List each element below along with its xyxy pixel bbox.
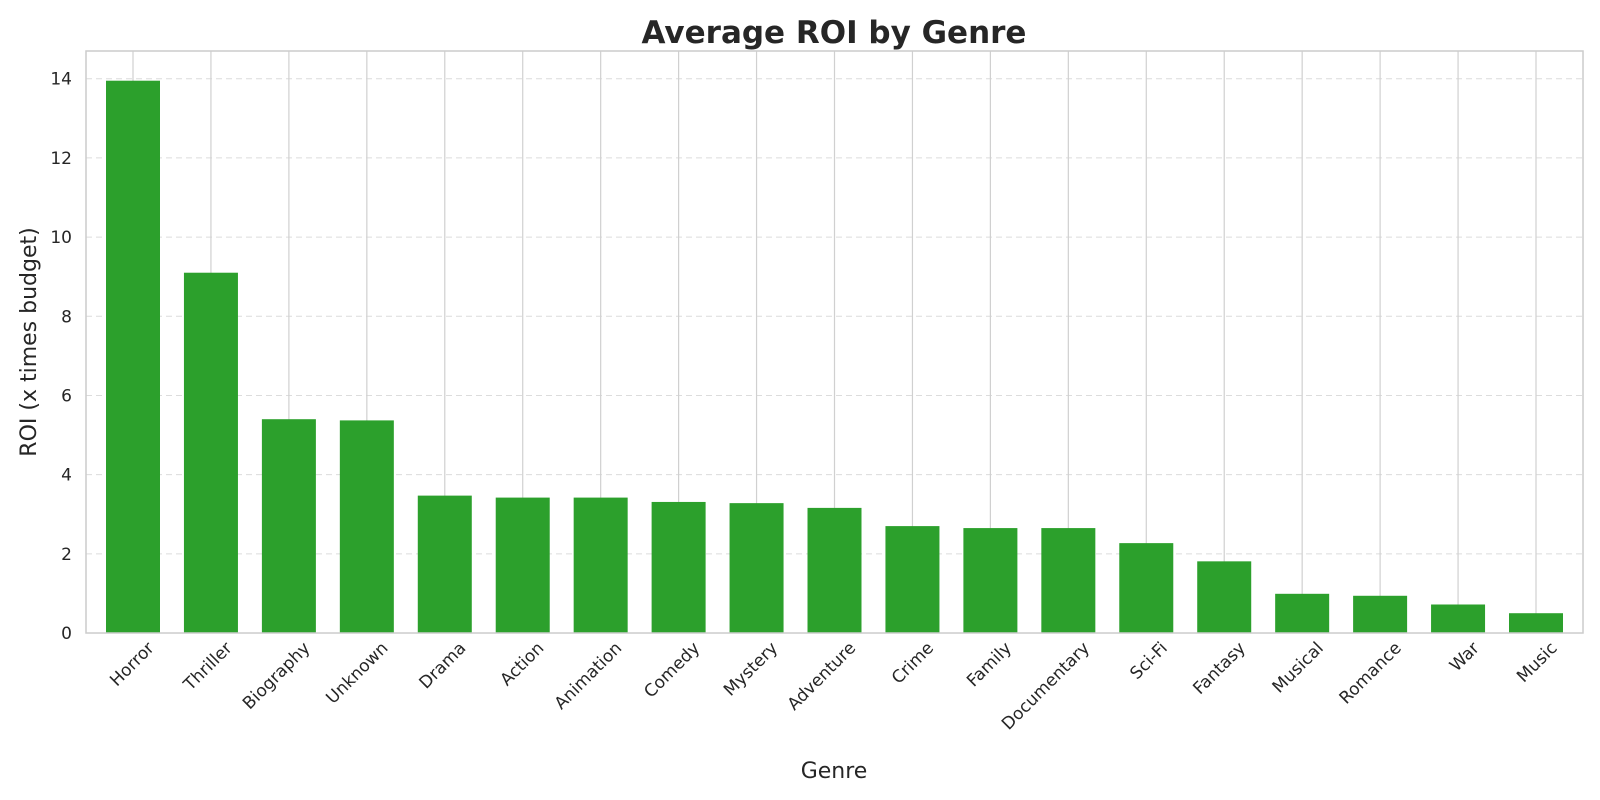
bar-war <box>1431 604 1486 633</box>
x-tick-label: Sci-Fi <box>1126 638 1171 683</box>
x-tick-label: Biography <box>239 638 314 713</box>
bar-action <box>495 497 550 633</box>
y-tick-label: 6 <box>61 386 72 406</box>
bar-adventure <box>807 507 862 633</box>
bar-animation <box>573 497 628 633</box>
x-tick-label: Animation <box>551 638 626 713</box>
y-tick-labels: 0 2 4 6 8 10 12 14 <box>50 70 72 644</box>
x-tick-label: Romance <box>1336 638 1406 708</box>
x-tick-label: Action <box>496 638 548 690</box>
x-tick-label: Music <box>1513 638 1561 686</box>
bar-family <box>963 528 1018 633</box>
x-tick-label: Unknown <box>322 638 392 708</box>
x-tick-label: War <box>1446 638 1484 676</box>
y-tick-label: 4 <box>61 466 72 486</box>
plot-frame <box>85 50 1584 634</box>
bar-musical <box>1275 593 1330 633</box>
bar-sci-fi <box>1119 543 1174 633</box>
y-tick-label: 14 <box>50 70 72 90</box>
y-tick-label: 12 <box>50 149 72 169</box>
y-axis-label: ROI (x times budget) <box>17 227 42 456</box>
bar-romance <box>1353 595 1408 633</box>
bar-drama <box>417 495 472 633</box>
x-tick-label: Musical <box>1269 638 1328 697</box>
bar-comedy <box>651 501 706 633</box>
bar-layer <box>106 80 1563 634</box>
bar-crime <box>885 526 940 633</box>
x-tick-labels: Horror Thriller Biography Unknown Drama Actio… <box>106 638 1561 734</box>
x-tick-label: Drama <box>416 638 471 693</box>
x-tick-label: Horror <box>106 638 158 690</box>
bar-music <box>1509 613 1563 633</box>
bar-fantasy <box>1197 561 1252 633</box>
x-tick-label: Thriller <box>179 638 236 695</box>
x-axis-label: Genre <box>801 759 868 784</box>
bar-documentary <box>1041 528 1096 633</box>
bar-biography <box>261 419 316 633</box>
bar-thriller <box>183 272 238 633</box>
chart-title: Average ROI by Genre <box>642 15 1027 51</box>
x-tick-label: Mystery <box>720 638 782 700</box>
bar-unknown <box>339 420 394 633</box>
y-tick-label: 2 <box>61 545 72 565</box>
bar-horror <box>106 80 160 634</box>
y-tick-label: 0 <box>61 624 72 644</box>
x-tick-label: Comedy <box>640 638 704 702</box>
y-tick-label: 8 <box>61 307 72 327</box>
y-tick-label: 10 <box>50 228 72 248</box>
x-tick-label: Crime <box>888 638 938 688</box>
x-tick-label: Adventure <box>784 638 860 714</box>
x-tick-label: Family <box>963 638 1016 691</box>
bar-mystery <box>729 503 784 633</box>
x-tick-label: Fantasy <box>1189 638 1249 698</box>
